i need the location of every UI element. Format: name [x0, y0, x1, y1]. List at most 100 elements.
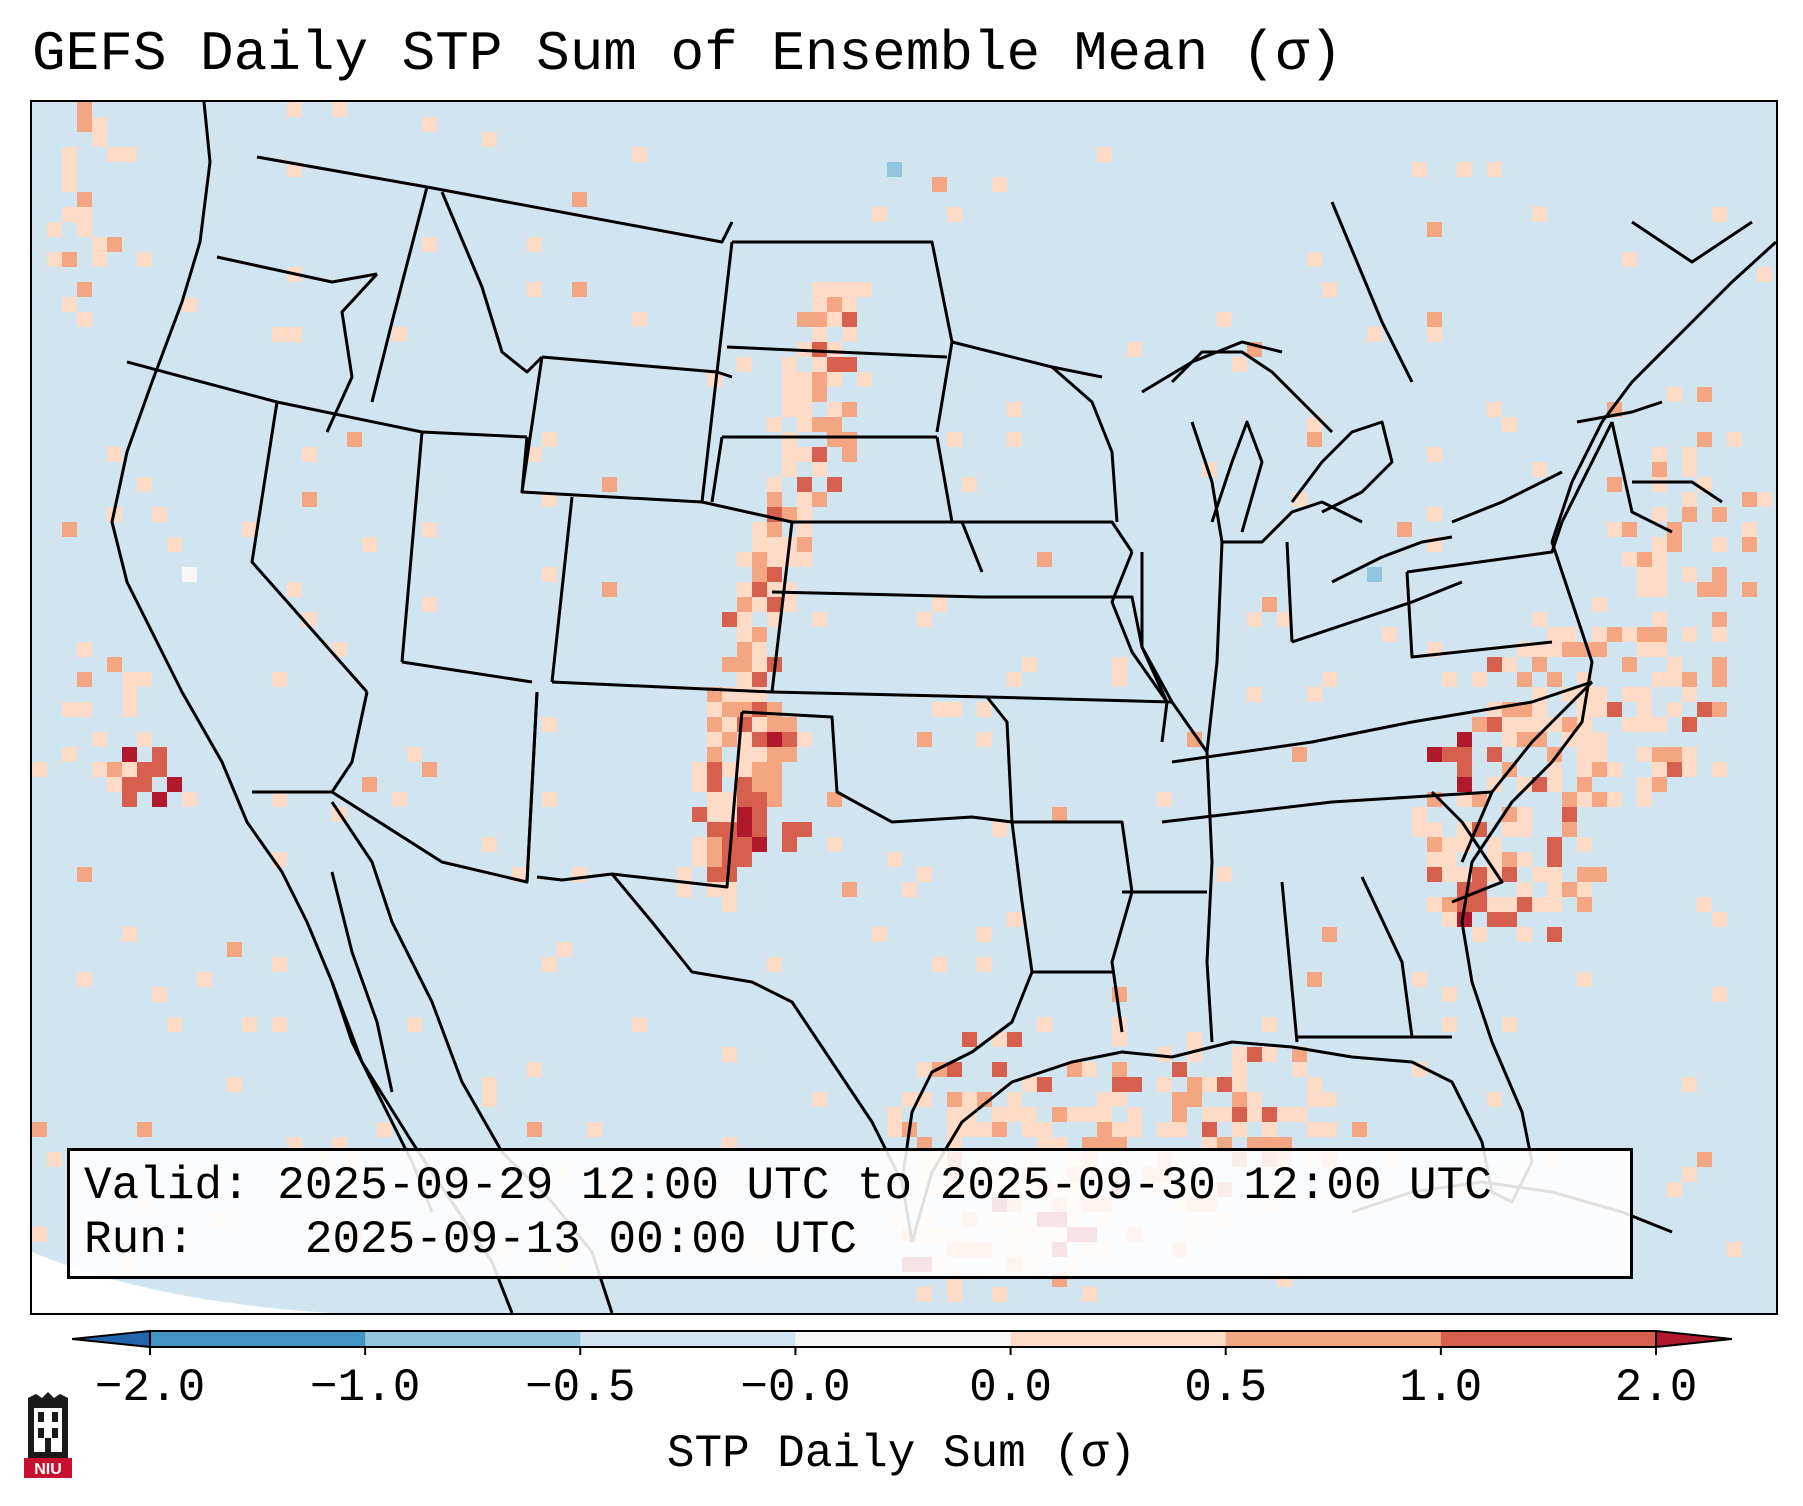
stp-cell [1592, 732, 1607, 747]
stp-cell [1397, 522, 1412, 537]
stp-cell [1652, 672, 1667, 687]
stp-cell [1502, 657, 1517, 672]
stp-cell [1442, 852, 1457, 867]
stp-cell [692, 762, 707, 777]
stp-cell [527, 447, 542, 462]
stp-cell [1157, 1047, 1172, 1062]
stp-cell [1622, 657, 1637, 672]
stp-cell [677, 882, 692, 897]
stp-cell [797, 477, 812, 492]
stp-cell [107, 147, 122, 162]
stp-cell [1712, 537, 1727, 552]
stp-cell [1502, 897, 1517, 912]
stp-cell [797, 387, 812, 402]
stp-cell [1592, 597, 1607, 612]
stp-cell [1532, 732, 1547, 747]
stp-cell [1652, 507, 1667, 522]
stp-cell [1307, 687, 1322, 702]
stp-cell [1082, 1062, 1097, 1077]
stp-cell [797, 312, 812, 327]
colorbar-tick-label: −2.0 [94, 1362, 206, 1414]
stp-cell [422, 522, 437, 537]
stp-cell [1487, 912, 1502, 927]
stp-cell [1052, 807, 1067, 822]
stp-cell [122, 747, 137, 762]
colorbar-tick-label: −1.0 [309, 1362, 421, 1414]
stp-cell [1532, 612, 1547, 627]
stp-cell [1112, 987, 1127, 1002]
colorbar-label: STP Daily Sum (σ) [666, 1428, 1137, 1480]
stp-cell [587, 1122, 602, 1137]
stp-cell [797, 507, 812, 522]
colorbar-segment [795, 1331, 1012, 1347]
stp-cell [1187, 1092, 1202, 1107]
stp-cell [752, 567, 767, 582]
stp-cell [1517, 717, 1532, 732]
stp-cell [1577, 882, 1592, 897]
stp-cell [962, 1092, 977, 1107]
stp-cell [1292, 747, 1307, 762]
stp-cell [1427, 822, 1442, 837]
stp-cell [122, 672, 137, 687]
stp-cell [767, 552, 782, 567]
stp-cell [752, 837, 767, 852]
stp-cell [77, 312, 92, 327]
stp-cell [767, 567, 782, 582]
stp-cell [1502, 1017, 1517, 1032]
stp-cell [1427, 507, 1442, 522]
stp-cell [1652, 552, 1667, 567]
colorbar [72, 1329, 1732, 1355]
stp-cell [1067, 1062, 1082, 1077]
stp-cell [1532, 717, 1547, 732]
stp-cell [242, 1017, 257, 1032]
stp-cell [767, 732, 782, 747]
stp-cell [1037, 1077, 1052, 1092]
colorbar-segment [365, 1331, 581, 1347]
stp-cell [62, 702, 77, 717]
stp-cell [737, 807, 752, 822]
stp-cell [542, 492, 557, 507]
stp-cell [137, 762, 152, 777]
stp-cell [1112, 1077, 1127, 1092]
stp-cell [1217, 867, 1232, 882]
stp-cell [1487, 1092, 1502, 1107]
stp-cell [812, 387, 827, 402]
stp-cell [722, 717, 737, 732]
stp-cell [752, 777, 767, 792]
stp-cell [32, 1227, 47, 1242]
stp-cell [842, 297, 857, 312]
stp-cell [1547, 762, 1562, 777]
stp-cell [122, 777, 137, 792]
stp-cell [1667, 657, 1682, 672]
stp-cell [1622, 717, 1637, 732]
stp-cell [752, 657, 767, 672]
stp-cell [1082, 1287, 1097, 1302]
stp-cell [1667, 522, 1682, 537]
stp-cell [557, 942, 572, 957]
stp-cell [1112, 1122, 1127, 1137]
stp-cell [1112, 657, 1127, 672]
stp-cell [1097, 1107, 1112, 1122]
stp-cell [1247, 1092, 1262, 1107]
stp-cell [827, 372, 842, 387]
stp-cell [1682, 687, 1697, 702]
stp-cell [1487, 402, 1502, 417]
stp-cell [782, 597, 797, 612]
stp-cell [122, 687, 137, 702]
stp-cell [1427, 312, 1442, 327]
stp-cell [797, 732, 812, 747]
stp-cell [707, 777, 722, 792]
stp-cell [752, 642, 767, 657]
stp-cell [782, 432, 797, 447]
stp-cell [1607, 702, 1622, 717]
stp-cell [827, 282, 842, 297]
stp-cell [122, 702, 137, 717]
stp-cell [92, 117, 107, 132]
stp-cell [722, 1047, 737, 1062]
stp-cell [77, 222, 92, 237]
stp-cell [137, 777, 152, 792]
stp-cell [752, 822, 767, 837]
stp-cell [1502, 867, 1517, 882]
stp-cell [737, 357, 752, 372]
stp-cell [77, 192, 92, 207]
